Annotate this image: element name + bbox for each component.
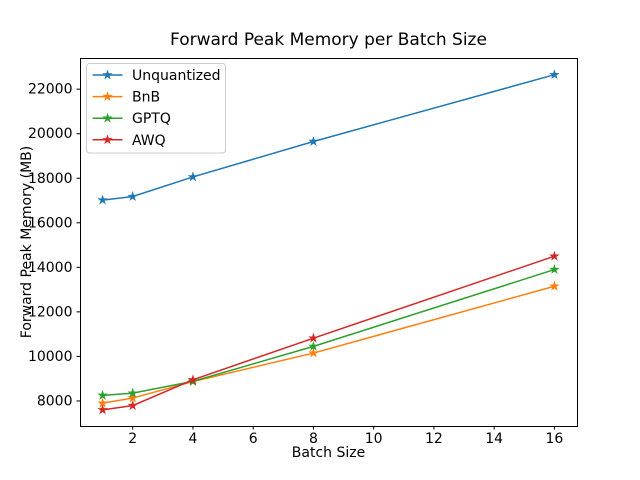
data-point-marker <box>549 250 560 261</box>
legend-entry-gptq: GPTQ <box>92 111 171 127</box>
data-point-marker <box>308 136 319 146</box>
data-point-marker <box>97 404 108 415</box>
y-tick-label: 12000 <box>28 304 73 320</box>
legend-marker-sample <box>102 112 113 123</box>
axes-frame <box>80 58 578 427</box>
series-line <box>101 255 556 411</box>
data-point-marker <box>549 280 560 291</box>
data-point-marker <box>127 191 138 201</box>
data-point-marker <box>308 332 319 343</box>
series-group <box>97 69 560 415</box>
x-tick-label: 16 <box>545 431 563 447</box>
series-unquantized <box>97 69 560 205</box>
x-tick-label: 14 <box>485 431 503 447</box>
data-point-marker <box>187 374 199 385</box>
legend-label: GPTQ <box>132 111 171 127</box>
x-tick-label: 12 <box>425 431 443 447</box>
legend-label: Unquantized <box>132 68 221 84</box>
data-point-marker <box>127 387 138 398</box>
x-axis-ticks: 2 4 6 8 10 12 14 16 <box>128 426 563 447</box>
legend-marker-sample <box>102 134 113 145</box>
series-awq <box>97 250 560 415</box>
y-tick-label: 8000 <box>37 393 73 409</box>
data-point-marker <box>127 392 138 403</box>
data-point-marker <box>97 389 108 400</box>
x-tick-label: 8 <box>309 431 318 447</box>
legend-label: AWQ <box>132 133 166 149</box>
y-tick-label: 22000 <box>28 82 73 98</box>
series-bnb <box>97 280 560 408</box>
chart-title: Forward Peak Memory per Batch Size <box>170 30 487 50</box>
legend-entry-bnb: BnB <box>92 90 160 106</box>
x-axis-label: Batch Size <box>291 445 366 461</box>
data-point-marker <box>97 397 108 408</box>
series-gptq <box>97 264 560 400</box>
legend-label: BnB <box>132 90 160 106</box>
y-tick-label: 20000 <box>28 126 73 142</box>
x-tick-label: 10 <box>365 431 383 447</box>
legend-marker-sample <box>102 69 113 80</box>
x-tick-label: 4 <box>188 431 197 447</box>
y-tick-label: 18000 <box>28 171 73 187</box>
y-axis-label: Forward Peak Memory (MB) <box>19 145 35 339</box>
data-point-marker <box>308 347 319 358</box>
y-tick-label: 10000 <box>28 349 73 365</box>
x-tick-label: 6 <box>249 431 258 447</box>
legend-marker-sample <box>102 91 113 102</box>
data-point-marker <box>97 194 108 205</box>
legend: Unquantized BnB GPTQ AWQ <box>86 63 226 154</box>
legend-entry-unquantized: Unquantized <box>92 68 221 84</box>
y-tick-label: 14000 <box>28 260 73 276</box>
data-point-marker <box>308 340 319 351</box>
x-tick-label: 2 <box>128 431 137 447</box>
data-point-marker <box>549 69 560 80</box>
legend-frame <box>86 63 226 154</box>
data-point-marker <box>549 264 560 275</box>
data-point-marker <box>127 400 138 411</box>
y-tick-label: 16000 <box>28 215 73 231</box>
data-point-marker <box>187 171 199 182</box>
legend-entry-awq: AWQ <box>92 133 166 149</box>
y-axis-ticks: 8000 10000 12000 14000 16000 18000 20000 22000 <box>28 82 80 409</box>
